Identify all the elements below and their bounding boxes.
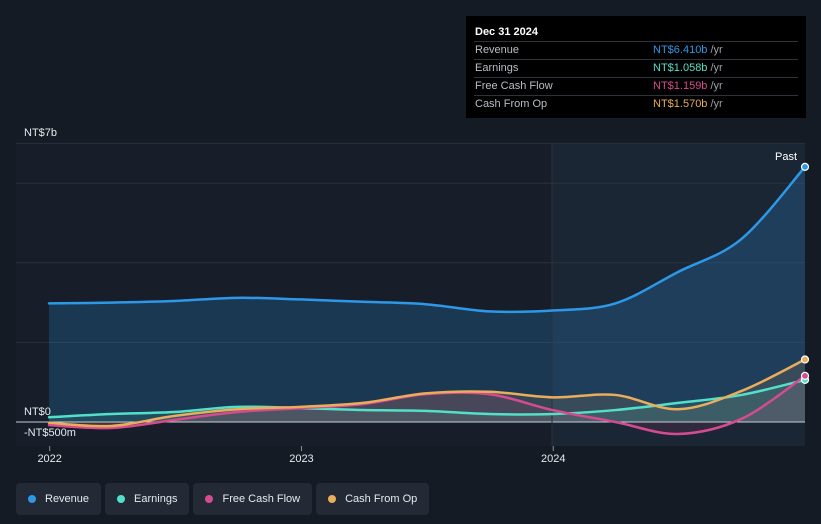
legend-item-free-cash-flow[interactable]: Free Cash Flow bbox=[193, 483, 313, 515]
tooltip-series-name: Revenue bbox=[475, 44, 520, 56]
legend-dot-icon bbox=[328, 495, 337, 503]
tooltip-row-earnings: Earnings NT$1.058b/yr bbox=[474, 59, 798, 77]
tooltip-series-unit: /yr bbox=[710, 80, 723, 92]
y-tick-label-top: NT$7b bbox=[24, 127, 57, 139]
cash-from-op-line bbox=[47, 358, 807, 428]
revenue-line bbox=[47, 165, 807, 314]
legend-label: Revenue bbox=[45, 493, 90, 505]
tooltip-series-unit: /yr bbox=[710, 98, 723, 110]
legend-label: Free Cash Flow bbox=[222, 493, 301, 505]
tooltip-series-name: Earnings bbox=[475, 62, 519, 74]
tooltip-series-value: NT$1.058b bbox=[653, 62, 708, 74]
legend-dot-icon bbox=[117, 495, 126, 503]
tooltip: Dec 31 2024 Revenue NT$6.410b/yr Earnings N… bbox=[466, 16, 806, 118]
tooltip-row-revenue: Revenue NT$6.410b/yr bbox=[474, 41, 798, 59]
x-axis: 2022 2023 2024 bbox=[37, 446, 565, 465]
revenue-area bbox=[49, 166, 805, 422]
tooltip-series-unit: /yr bbox=[710, 62, 723, 74]
y-tick-label-zero: NT$0 bbox=[24, 406, 51, 418]
legend-item-cash-from-op[interactable]: Cash From Op bbox=[316, 483, 430, 515]
earnings-line bbox=[47, 378, 807, 419]
x-tick-label: 2024 bbox=[541, 453, 565, 465]
tooltip-series-value: NT$6.410b bbox=[653, 44, 708, 56]
legend-dot-icon bbox=[28, 495, 36, 503]
tooltip-row-cash-from-op: Cash From Op NT$1.570b/yr bbox=[474, 95, 798, 113]
revenue-endpoint bbox=[800, 162, 810, 171]
tooltip-series-value: NT$1.159b bbox=[653, 80, 708, 92]
legend-item-earnings[interactable]: Earnings bbox=[105, 483, 190, 515]
gridlines bbox=[16, 142, 805, 343]
legend-label: Cash From Op bbox=[345, 493, 418, 505]
tooltip-row-free-cash-flow: Free Cash Flow NT$1.159b/yr bbox=[474, 77, 798, 95]
tooltip-date: Dec 31 2024 bbox=[475, 26, 538, 38]
tooltip-series-name: Free Cash Flow bbox=[475, 80, 553, 92]
legend: Revenue Earnings Free Cash Flow Cash From O… bbox=[16, 483, 430, 515]
x-tick-label: 2022 bbox=[37, 453, 61, 465]
series-lines bbox=[47, 165, 807, 436]
series-endpoints bbox=[800, 162, 810, 384]
tooltip-series-unit: /yr bbox=[710, 44, 723, 56]
free-cash-flow-area bbox=[49, 375, 805, 434]
legend-label: Earnings bbox=[134, 493, 178, 505]
free-cash-flow-endpoint bbox=[800, 371, 810, 380]
tooltip-series-name: Cash From Op bbox=[475, 98, 548, 110]
tooltip-series-value: NT$1.570b bbox=[653, 98, 708, 110]
legend-dot-icon bbox=[205, 495, 214, 503]
past-label: Past bbox=[775, 151, 797, 163]
y-tick-label-bottom: -NT$500m bbox=[24, 427, 76, 439]
x-tick-label: 2023 bbox=[289, 453, 313, 465]
legend-item-revenue[interactable]: Revenue bbox=[16, 483, 102, 515]
cash-from-op-endpoint bbox=[800, 355, 810, 364]
tooltip-rows: Revenue NT$6.410b/yr Earnings NT$1.058b/yr F… bbox=[474, 41, 798, 113]
